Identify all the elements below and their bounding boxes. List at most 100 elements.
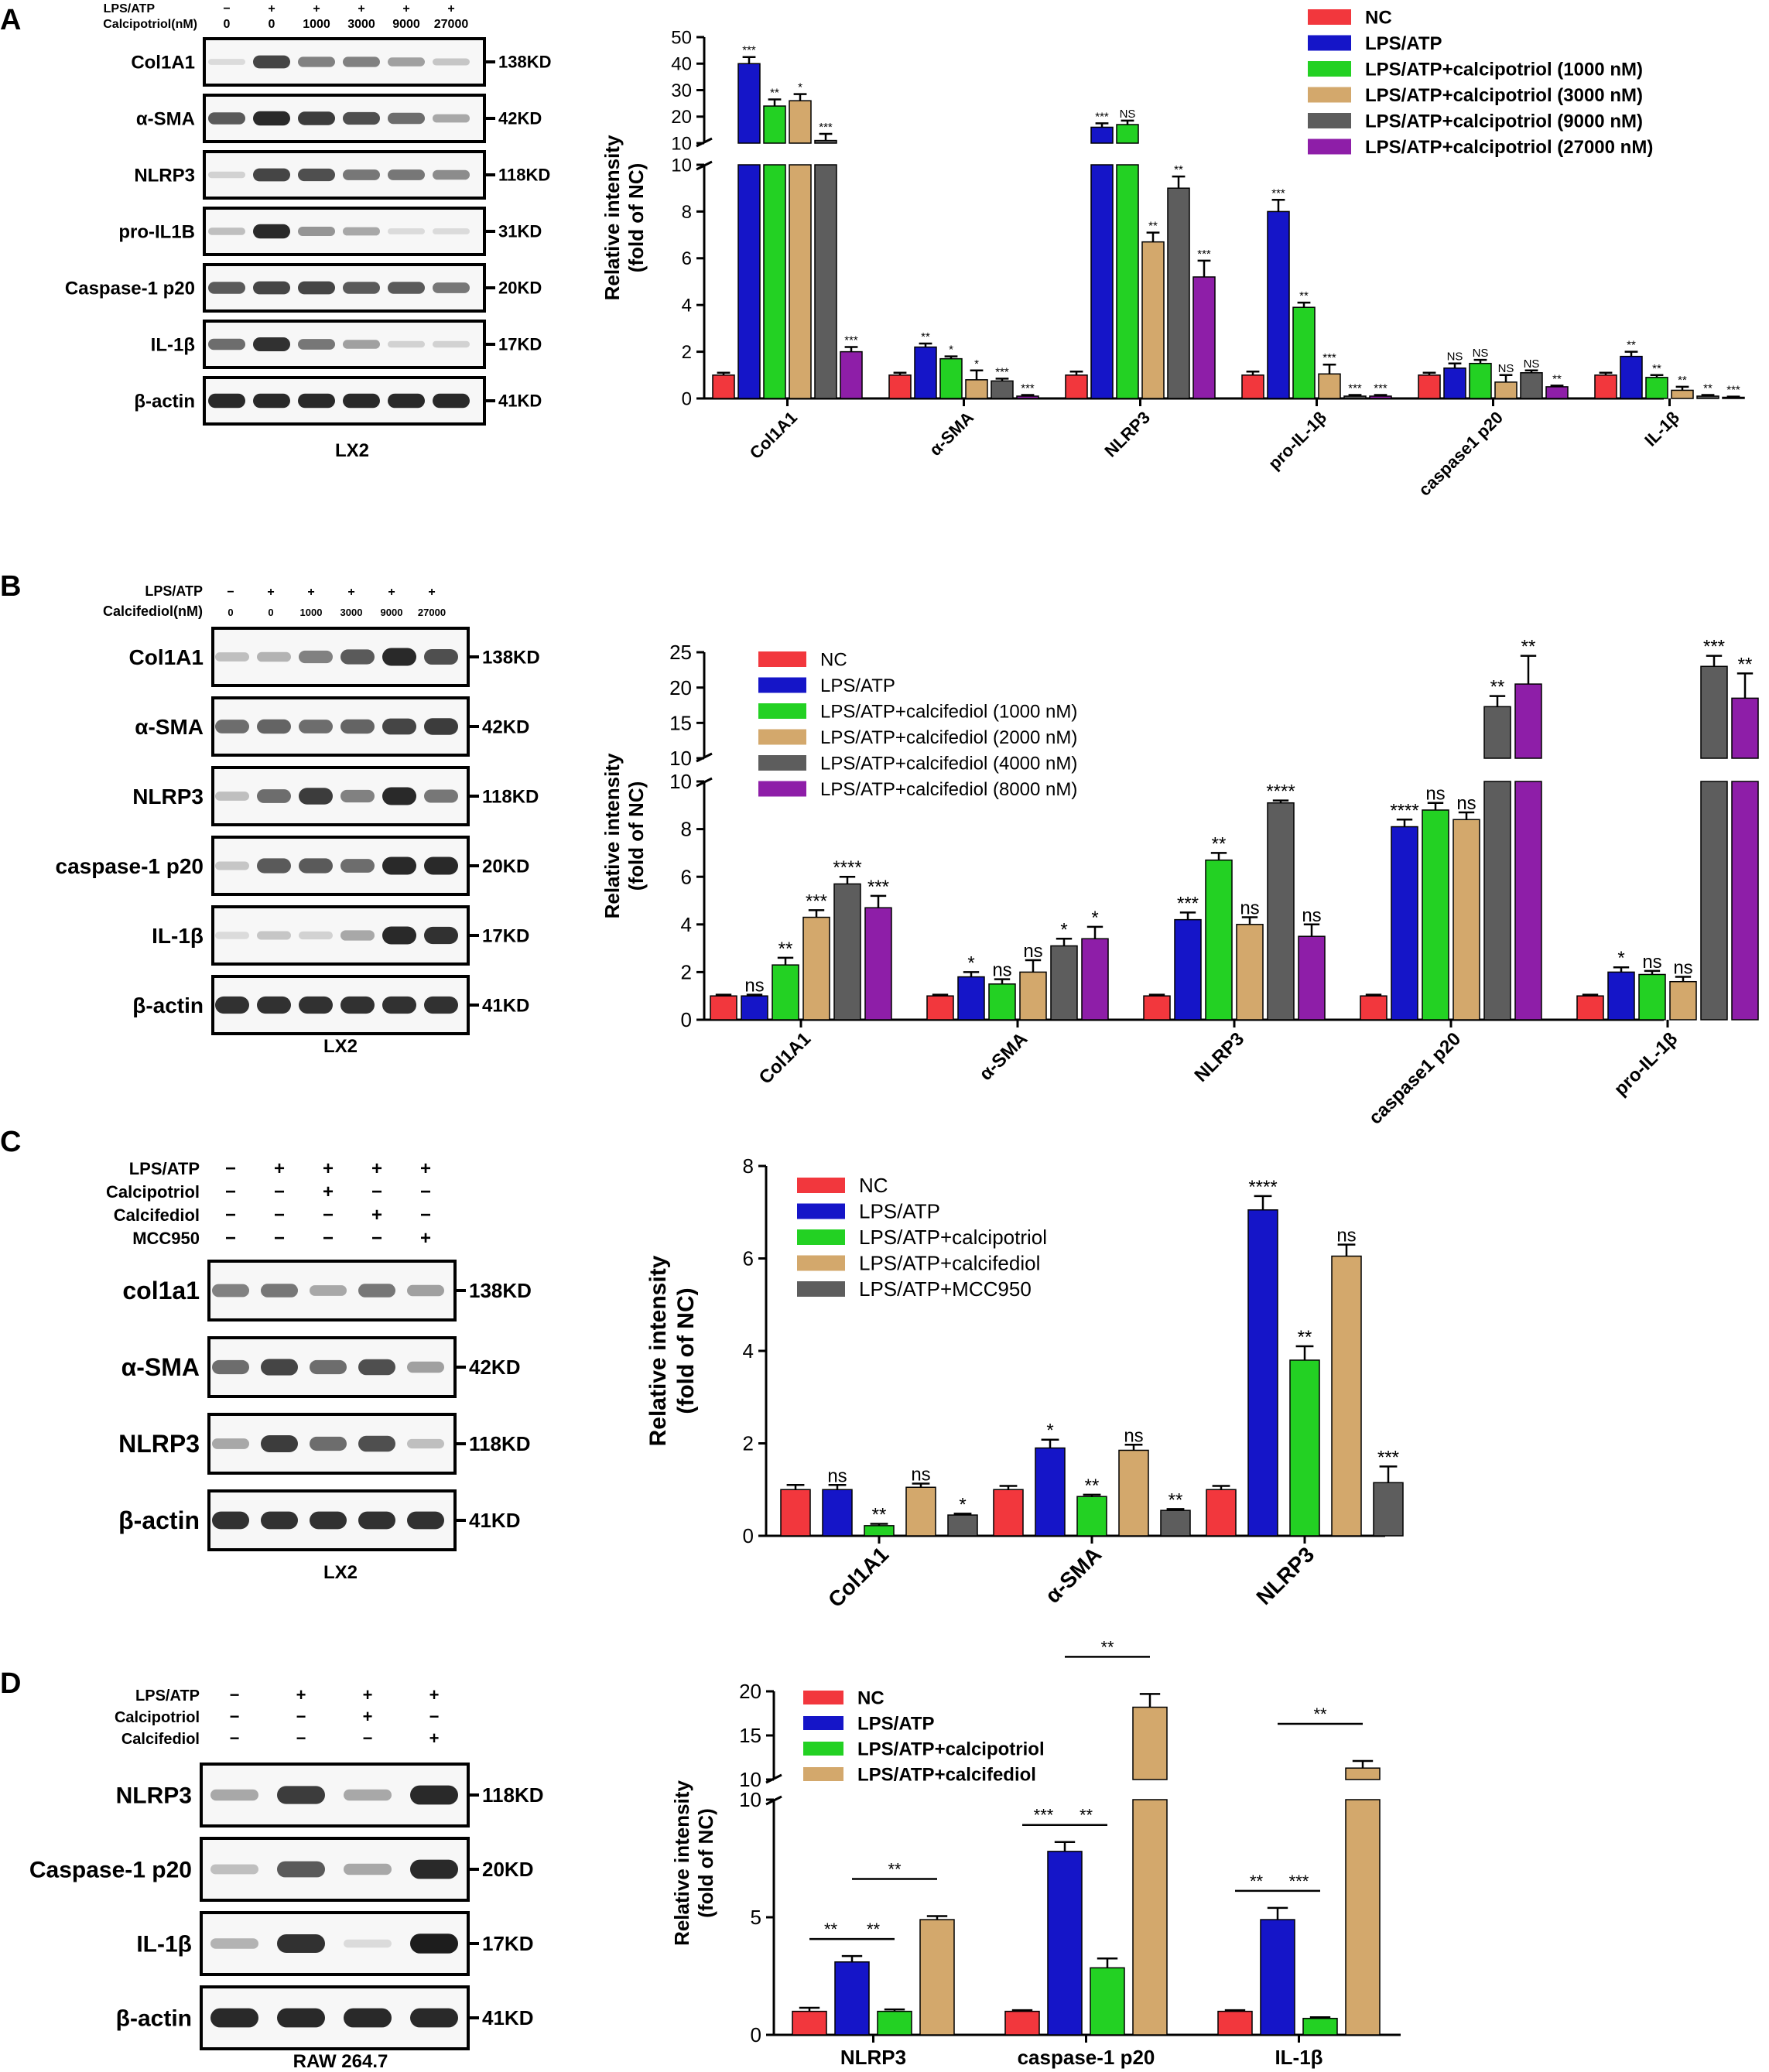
legend-label: LPS/ATP+calcifediol: [857, 1764, 1036, 1785]
error-bar: [1309, 2016, 1331, 2019]
protein-label: β-actin: [118, 1506, 200, 1534]
blot-band: [310, 1436, 347, 1451]
bar: [1292, 306, 1316, 399]
legend-swatch: [1308, 87, 1351, 103]
protein-label: α-SMA: [135, 715, 204, 739]
y-axis-title-line: (fold of NC): [673, 1287, 699, 1414]
error-bar: [1458, 811, 1475, 820]
blot-band: [340, 930, 375, 941]
error-bar: [1241, 916, 1258, 925]
legend-swatch: [758, 677, 806, 693]
bar: [877, 2010, 912, 2036]
bars: ***** ******* ************* NS*************…: [712, 44, 1745, 399]
panel-b: B LPS/ATP Calcifediol(nM) − + + + + + 0 0 1000 3…: [0, 570, 1769, 1129]
error-bar: [1212, 1485, 1230, 1490]
blot-band: [424, 856, 458, 875]
treatment-label: Calcipotriol: [106, 1182, 200, 1202]
significance-label: ****: [1390, 800, 1418, 821]
error-bar: [839, 875, 856, 884]
error-bar: [1272, 799, 1289, 803]
bar: [1469, 362, 1492, 399]
molecular-weight-label: 118KD: [482, 1783, 544, 1807]
error-bar: [1644, 969, 1661, 975]
treatment-value: −: [230, 1728, 240, 1748]
legend: NC LPS/ATP LPS/ATP+calcipotriol LPS/ATP+cal…: [797, 1174, 1047, 1301]
blot-band: [424, 789, 458, 803]
bar: [789, 100, 812, 144]
bar: [1731, 697, 1759, 759]
error-bar: [1295, 1345, 1314, 1360]
error-bar: [1224, 2009, 1246, 2012]
protein-label: α-SMA: [136, 108, 195, 129]
blot-band: [298, 339, 335, 350]
error-bar: [1267, 1906, 1288, 1920]
blot-band: [298, 393, 335, 409]
blot-row: Caspase-1 p20 20KD: [65, 263, 542, 313]
blot-row: β-actin 41KD: [118, 1489, 520, 1551]
treatment-labels: LPS/ATP Calcifediol(nM) − + + + + + 0 0 1000 300…: [103, 583, 446, 619]
panel-letter: D: [0, 1667, 21, 1700]
bar-segment-lower: [814, 164, 837, 399]
significance-label: ***: [1021, 381, 1035, 395]
y-tick-label: 0: [682, 388, 692, 409]
blot-band: [343, 56, 380, 67]
treatment-value: −: [371, 1181, 382, 1202]
error-bar: [1069, 371, 1083, 375]
error-bar: [1473, 358, 1487, 364]
error-bar: [1520, 655, 1537, 685]
error-bar: [1624, 350, 1638, 357]
bar: [1143, 995, 1171, 1021]
blot-row: IL-1β 17KD: [136, 1911, 533, 1976]
blot-band: [433, 282, 470, 293]
significance-label: ***: [1271, 186, 1285, 200]
bar: [919, 1919, 955, 2036]
blot-band: [208, 171, 245, 179]
bar: [1019, 971, 1047, 1021]
y-tick-label: 4: [681, 913, 692, 936]
bar: [772, 964, 799, 1021]
bar-segment-lower: [1731, 781, 1759, 1021]
y-tick-label: 2: [743, 1432, 754, 1455]
error-bar: [1179, 911, 1196, 920]
blot-band: [343, 169, 380, 180]
y-tick-label: 10: [669, 770, 692, 793]
blot-band: [410, 1785, 458, 1805]
bar: [1047, 1851, 1083, 2036]
legend-swatch: [1308, 61, 1351, 77]
bar: [947, 1514, 978, 1537]
bar-segment-lower: [763, 164, 786, 399]
y-tick-label: 20: [739, 1680, 761, 1703]
blot-band: [358, 1284, 395, 1298]
y-tick-label: 10: [739, 1768, 761, 1791]
blot-band: [299, 996, 333, 1014]
blot-band: [261, 1284, 298, 1298]
bar: [840, 350, 863, 399]
blot-band: [208, 393, 245, 409]
treatment-value: +: [420, 1228, 431, 1249]
blot-band: [298, 227, 335, 236]
significance-label: ns: [1673, 958, 1692, 979]
bar-segment-lower: [737, 164, 761, 399]
legend-swatch: [803, 1691, 843, 1704]
error-bar: [1271, 199, 1285, 212]
treatment-value: 1000: [300, 607, 323, 618]
error-bar: [1025, 959, 1042, 973]
blot-band: [210, 1789, 258, 1801]
legend-label: LPS/ATP+calcipotriol: [859, 1226, 1047, 1249]
blot-band: [253, 224, 290, 239]
blot-band: [208, 227, 245, 235]
blot-band: [261, 1359, 298, 1376]
blot-band: [253, 55, 290, 69]
blot-band: [257, 858, 291, 874]
significance-label: NS: [1524, 357, 1540, 371]
y-tick-label: 15: [739, 1724, 761, 1747]
significance-label: **: [1738, 654, 1753, 675]
legend-swatch: [797, 1229, 845, 1245]
y-tick-label: 0: [681, 1008, 692, 1031]
blot-band: [340, 859, 375, 873]
blot-band: [433, 228, 470, 234]
blot-band: [212, 1511, 249, 1530]
significance-label: NS: [1447, 350, 1463, 364]
bar-segment-lower: [1345, 1799, 1381, 2036]
